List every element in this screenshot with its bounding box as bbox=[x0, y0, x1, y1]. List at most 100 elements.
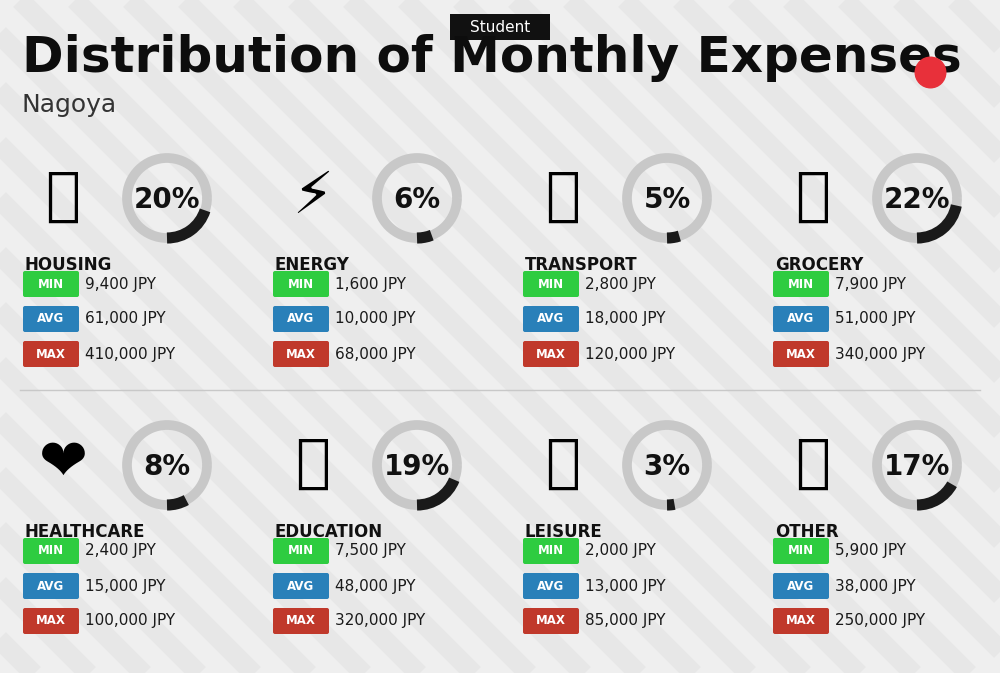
Text: MIN: MIN bbox=[38, 277, 64, 291]
Text: AVG: AVG bbox=[537, 312, 565, 326]
FancyBboxPatch shape bbox=[273, 306, 329, 332]
Text: 410,000 JPY: 410,000 JPY bbox=[85, 347, 175, 361]
Text: MIN: MIN bbox=[538, 544, 564, 557]
FancyBboxPatch shape bbox=[23, 608, 79, 634]
Text: MAX: MAX bbox=[786, 347, 816, 361]
Text: ⚡: ⚡ bbox=[292, 168, 334, 225]
FancyBboxPatch shape bbox=[523, 573, 579, 599]
FancyBboxPatch shape bbox=[773, 271, 829, 297]
FancyBboxPatch shape bbox=[773, 306, 829, 332]
Text: AVG: AVG bbox=[787, 579, 815, 592]
Text: 100,000 JPY: 100,000 JPY bbox=[85, 614, 175, 629]
FancyBboxPatch shape bbox=[523, 538, 579, 564]
Text: ENERGY: ENERGY bbox=[275, 256, 350, 274]
Text: 19%: 19% bbox=[384, 453, 450, 481]
Text: 5,900 JPY: 5,900 JPY bbox=[835, 544, 906, 559]
Text: 7,900 JPY: 7,900 JPY bbox=[835, 277, 906, 291]
Text: 🎓: 🎓 bbox=[296, 435, 330, 491]
Text: 1,600 JPY: 1,600 JPY bbox=[335, 277, 406, 291]
FancyBboxPatch shape bbox=[773, 608, 829, 634]
Text: MAX: MAX bbox=[536, 614, 566, 627]
FancyBboxPatch shape bbox=[273, 538, 329, 564]
Text: Student: Student bbox=[470, 20, 530, 34]
FancyBboxPatch shape bbox=[23, 306, 79, 332]
Text: 7,500 JPY: 7,500 JPY bbox=[335, 544, 406, 559]
Text: 22%: 22% bbox=[884, 186, 950, 214]
Text: 🚌: 🚌 bbox=[546, 168, 580, 225]
FancyBboxPatch shape bbox=[23, 573, 79, 599]
FancyBboxPatch shape bbox=[273, 341, 329, 367]
Text: 10,000 JPY: 10,000 JPY bbox=[335, 312, 416, 326]
Text: 85,000 JPY: 85,000 JPY bbox=[585, 614, 666, 629]
Text: 51,000 JPY: 51,000 JPY bbox=[835, 312, 916, 326]
Text: 18,000 JPY: 18,000 JPY bbox=[585, 312, 666, 326]
Text: AVG: AVG bbox=[287, 312, 315, 326]
Text: 320,000 JPY: 320,000 JPY bbox=[335, 614, 425, 629]
Text: MAX: MAX bbox=[286, 347, 316, 361]
FancyBboxPatch shape bbox=[523, 271, 579, 297]
Text: 9,400 JPY: 9,400 JPY bbox=[85, 277, 156, 291]
FancyBboxPatch shape bbox=[773, 573, 829, 599]
Text: 2,000 JPY: 2,000 JPY bbox=[585, 544, 656, 559]
FancyBboxPatch shape bbox=[523, 341, 579, 367]
Text: 61,000 JPY: 61,000 JPY bbox=[85, 312, 166, 326]
Text: TRANSPORT: TRANSPORT bbox=[525, 256, 638, 274]
Text: 🏢: 🏢 bbox=[46, 168, 80, 225]
Text: AVG: AVG bbox=[37, 579, 65, 592]
Text: AVG: AVG bbox=[787, 312, 815, 326]
Text: 250,000 JPY: 250,000 JPY bbox=[835, 614, 925, 629]
Text: MIN: MIN bbox=[288, 277, 314, 291]
Text: 🛒: 🛒 bbox=[796, 168, 830, 225]
Text: MAX: MAX bbox=[36, 614, 66, 627]
Text: Distribution of Monthly Expenses: Distribution of Monthly Expenses bbox=[22, 34, 962, 82]
Text: MIN: MIN bbox=[788, 277, 814, 291]
Text: 👛: 👛 bbox=[796, 435, 830, 491]
Text: AVG: AVG bbox=[37, 312, 65, 326]
FancyBboxPatch shape bbox=[273, 271, 329, 297]
Text: 🛍️: 🛍️ bbox=[546, 435, 580, 491]
Text: HOUSING: HOUSING bbox=[25, 256, 112, 274]
FancyBboxPatch shape bbox=[773, 538, 829, 564]
Text: 8%: 8% bbox=[143, 453, 191, 481]
Text: 3%: 3% bbox=[643, 453, 691, 481]
Text: MIN: MIN bbox=[38, 544, 64, 557]
Text: MAX: MAX bbox=[286, 614, 316, 627]
Text: MIN: MIN bbox=[788, 544, 814, 557]
Text: MIN: MIN bbox=[288, 544, 314, 557]
FancyBboxPatch shape bbox=[523, 306, 579, 332]
Text: 20%: 20% bbox=[134, 186, 200, 214]
Text: ❤️: ❤️ bbox=[39, 435, 87, 491]
Text: OTHER: OTHER bbox=[775, 523, 839, 541]
Text: 15,000 JPY: 15,000 JPY bbox=[85, 579, 166, 594]
Text: 5%: 5% bbox=[643, 186, 691, 214]
Text: GROCERY: GROCERY bbox=[775, 256, 863, 274]
Text: Nagoya: Nagoya bbox=[22, 93, 117, 117]
Text: MIN: MIN bbox=[538, 277, 564, 291]
FancyBboxPatch shape bbox=[773, 341, 829, 367]
FancyBboxPatch shape bbox=[273, 573, 329, 599]
Text: 48,000 JPY: 48,000 JPY bbox=[335, 579, 416, 594]
Text: 2,800 JPY: 2,800 JPY bbox=[585, 277, 656, 291]
FancyBboxPatch shape bbox=[450, 14, 550, 40]
Text: 38,000 JPY: 38,000 JPY bbox=[835, 579, 916, 594]
Text: MAX: MAX bbox=[536, 347, 566, 361]
Text: 6%: 6% bbox=[393, 186, 441, 214]
FancyBboxPatch shape bbox=[273, 608, 329, 634]
Text: MAX: MAX bbox=[786, 614, 816, 627]
Text: AVG: AVG bbox=[287, 579, 315, 592]
FancyBboxPatch shape bbox=[23, 538, 79, 564]
Text: HEALTHCARE: HEALTHCARE bbox=[25, 523, 146, 541]
Text: AVG: AVG bbox=[537, 579, 565, 592]
FancyBboxPatch shape bbox=[523, 608, 579, 634]
FancyBboxPatch shape bbox=[23, 341, 79, 367]
Text: 17%: 17% bbox=[884, 453, 950, 481]
Text: MAX: MAX bbox=[36, 347, 66, 361]
Text: 340,000 JPY: 340,000 JPY bbox=[835, 347, 925, 361]
Text: EDUCATION: EDUCATION bbox=[275, 523, 383, 541]
Text: 13,000 JPY: 13,000 JPY bbox=[585, 579, 666, 594]
Text: 68,000 JPY: 68,000 JPY bbox=[335, 347, 416, 361]
Text: 2,400 JPY: 2,400 JPY bbox=[85, 544, 156, 559]
FancyBboxPatch shape bbox=[23, 271, 79, 297]
Text: 120,000 JPY: 120,000 JPY bbox=[585, 347, 675, 361]
Text: LEISURE: LEISURE bbox=[525, 523, 603, 541]
